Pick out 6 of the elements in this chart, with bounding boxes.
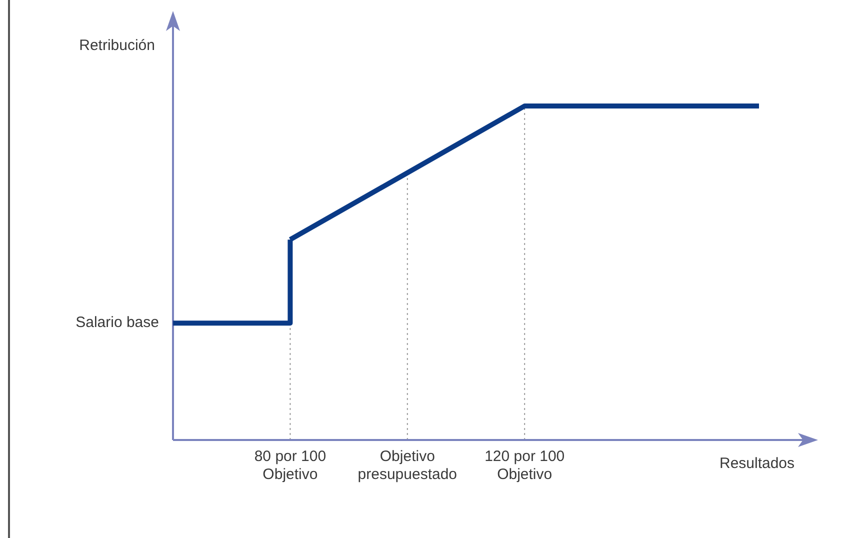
y-axis-title: Retribución [79, 37, 155, 54]
x-tick-label: 80 por 100 Objetivo [254, 448, 326, 484]
x-axis-title: Resultados [719, 455, 795, 472]
x-tick-label: 120 por 100 Objetivo [484, 448, 565, 484]
x-tick-label: Objetivo presupuestado [358, 448, 458, 484]
text: Salario base [76, 314, 159, 332]
